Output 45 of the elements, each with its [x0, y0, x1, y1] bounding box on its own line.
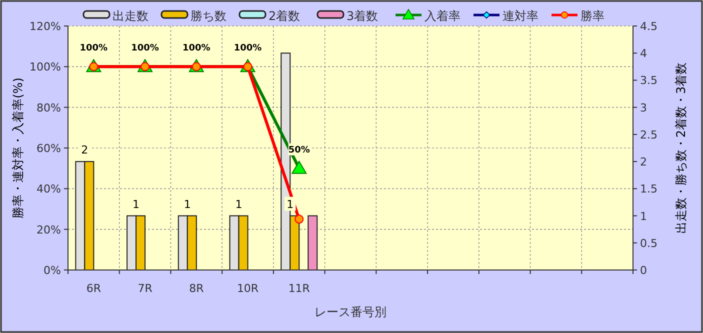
y-tick-label: 120%: [30, 20, 61, 33]
legend-label: 2着数: [268, 9, 300, 23]
y2-tick-label: 4: [640, 47, 647, 60]
y-tick-label: 60%: [36, 142, 61, 155]
x-tick-label: 10R: [236, 282, 259, 295]
data-label: 50%: [288, 145, 310, 156]
data-label: 2: [81, 144, 88, 157]
y-tick-label: 80%: [36, 101, 61, 114]
y-tick-label: 100%: [30, 60, 61, 74]
y2-tick-label: 4.5: [640, 20, 658, 33]
x-tick-label: 8R: [189, 282, 204, 295]
y2-tick-label: 0.5: [640, 236, 658, 250]
y2-tick-label: 0: [640, 264, 647, 277]
data-label: 1: [235, 198, 242, 211]
y2-tick-label: 3.5: [640, 74, 658, 88]
legend-label: 勝ち数: [190, 9, 226, 23]
point: [292, 160, 307, 174]
data-label: 1: [184, 198, 191, 211]
data-label: 100%: [234, 44, 262, 54]
legend-label: 入着率: [424, 9, 460, 23]
y2-tick-label: 2: [640, 156, 647, 169]
y2-tick-label: 3: [640, 101, 647, 114]
legend-label: 3着数: [346, 9, 378, 23]
legend-label: 出走数: [112, 9, 148, 23]
data-label: 1: [286, 198, 294, 211]
y-tick-label: 0%: [44, 264, 61, 277]
data-label: 100%: [182, 44, 210, 54]
legend-label: 連対率: [502, 9, 538, 23]
y2-tick-label: 1: [640, 210, 647, 223]
y-axis-title: 勝率・連対率・入着率(%): [11, 78, 25, 218]
data-label: 1: [132, 198, 140, 211]
y-tick-label: 20%: [36, 223, 61, 236]
bar: [308, 215, 318, 270]
y2-tick-label: 2.5: [640, 128, 658, 142]
y2-axis-title: 出走数・勝ち数・2着数・3着数: [674, 62, 688, 234]
y-tick-label: 40%: [36, 182, 61, 196]
x-tick-label: 11R: [288, 282, 310, 295]
point: [294, 214, 304, 224]
legend-label: 勝率: [580, 9, 604, 23]
x-axis-title: レース番号別: [314, 305, 386, 319]
x-tick-label: 7R: [138, 282, 153, 295]
x-tick-label: 6R: [86, 282, 102, 295]
data-label: 100%: [131, 44, 159, 54]
data-label: 100%: [80, 44, 108, 54]
y2-tick-label: 1.5: [640, 182, 658, 196]
